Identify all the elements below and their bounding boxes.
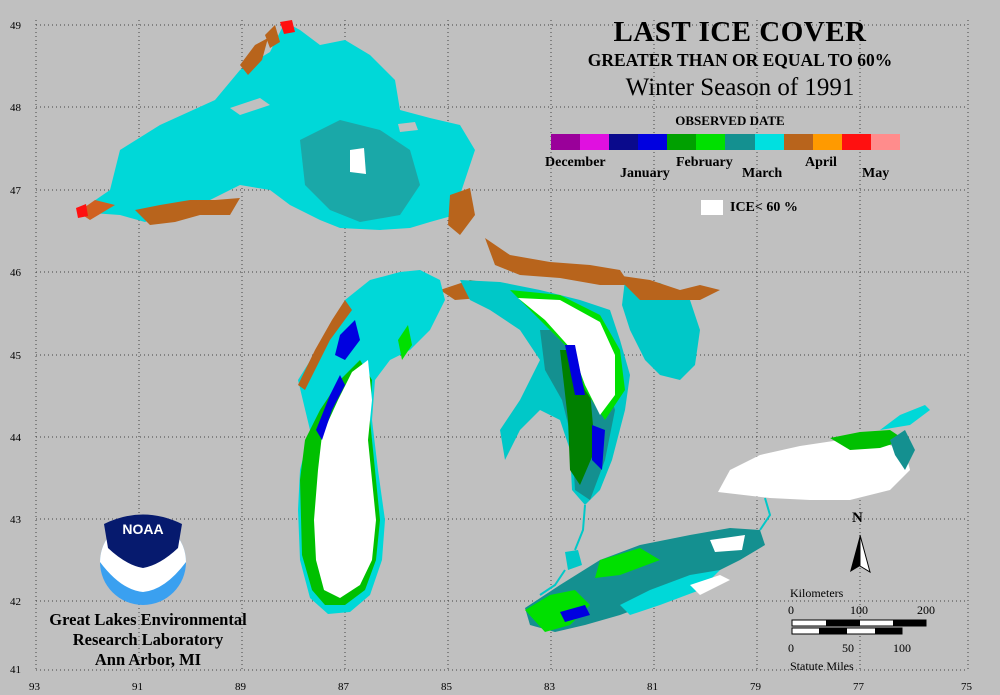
ice-below-60-swatch [701, 200, 723, 215]
map-subtitle: GREATER THAN OR EQUAL TO 60% [587, 50, 893, 70]
noaa-logo [100, 514, 186, 605]
lake-ontario [718, 405, 930, 500]
lat-label: 48 [10, 102, 21, 114]
legend-month-february: February [676, 155, 733, 170]
legend-swatch-7 [754, 134, 784, 150]
map-title: LAST ICE COVER [613, 16, 867, 48]
legend-month-april: April [805, 155, 837, 170]
lat-label: 46 [10, 267, 21, 279]
lon-label: 87 [338, 681, 349, 693]
legend-color-bar [551, 134, 900, 150]
scale-km-100: 100 [850, 603, 868, 617]
scale-km-title: Kilometers [790, 586, 844, 600]
north-label: N [852, 510, 863, 526]
lon-label: 85 [441, 681, 452, 693]
noaa-logo-text: NOAA [122, 521, 164, 537]
legend-swatch-5 [696, 134, 726, 150]
lake-michigan [298, 270, 445, 614]
ice-below-60-label: ICE< 60 % [730, 200, 798, 215]
legend-swatch-0 [551, 134, 581, 150]
lake-erie [525, 528, 765, 632]
legend-heading: OBSERVED DATE [675, 113, 785, 128]
lake-st-clair [565, 550, 582, 570]
legend-swatch-10 [841, 134, 871, 150]
lon-label: 81 [647, 681, 658, 693]
lon-label: 93 [29, 681, 40, 693]
lat-label: 43 [10, 514, 21, 526]
lat-label: 45 [10, 350, 21, 362]
legend-swatch-11 [870, 134, 900, 150]
legend-month-january: January [620, 166, 670, 181]
scale-mi-0: 0 [788, 641, 794, 655]
lat-label: 47 [10, 185, 21, 197]
legend-swatch-1 [580, 134, 610, 150]
legend-month-december: December [545, 155, 606, 170]
lat-label: 42 [10, 596, 21, 608]
legend-swatch-6 [725, 134, 755, 150]
lon-label: 89 [235, 681, 246, 693]
org-line-2: Research Laboratory [72, 630, 224, 649]
lat-label: 49 [10, 20, 21, 32]
lon-label: 83 [544, 681, 555, 693]
lake-huron [460, 275, 720, 505]
scale-mi-100: 100 [893, 641, 911, 655]
lon-label: 77 [853, 681, 864, 693]
season-label: Winter Season of 1991 [625, 74, 855, 101]
lake-superior [76, 20, 475, 235]
legend-swatch-8 [783, 134, 813, 150]
connecting-rivers [539, 497, 772, 596]
legend-swatch-3 [638, 134, 668, 150]
lat-label: 41 [10, 664, 21, 676]
lon-label: 91 [132, 681, 143, 693]
legend-month-march: March [742, 166, 783, 181]
legend-month-may: May [862, 166, 890, 181]
org-line-3: Ann Arbor, MI [94, 650, 202, 669]
north-arrow [850, 534, 871, 574]
lat-label: 44 [10, 432, 21, 444]
scale-bar [791, 619, 927, 635]
scale-km-0: 0 [788, 603, 794, 617]
legend-swatch-2 [609, 134, 639, 150]
scale-km-200: 200 [917, 603, 935, 617]
lon-label: 75 [961, 681, 972, 693]
legend-swatch-9 [812, 134, 842, 150]
scale-mi-50: 50 [842, 641, 854, 655]
legend-swatch-4 [667, 134, 697, 150]
org-line-1: Great Lakes Environmental [49, 610, 247, 629]
lon-label: 79 [750, 681, 761, 693]
scale-mi-title: Statute Miles [790, 659, 854, 673]
